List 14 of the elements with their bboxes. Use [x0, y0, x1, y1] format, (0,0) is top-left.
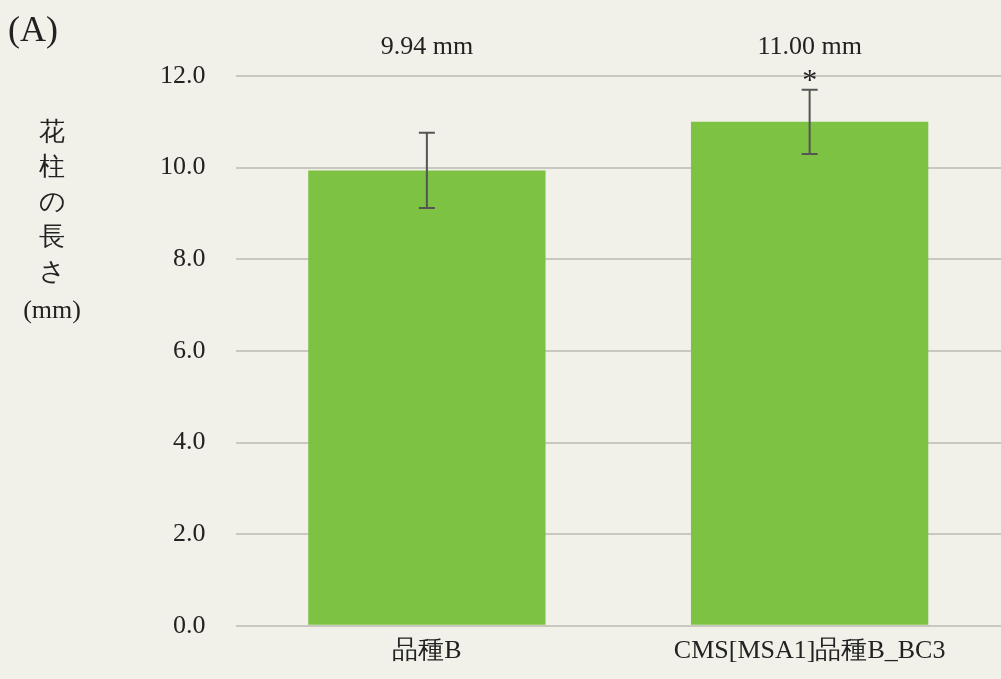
y-tick-label: 10.0: [160, 151, 206, 181]
text: 11.00 mm: [757, 30, 862, 60]
text: 9.94 mm: [380, 30, 474, 60]
y-tick-label: 8.0: [173, 243, 206, 273]
x-tick-label: CMS[MSA1]品種B_BC3: [673, 635, 946, 665]
annotation: *: [802, 61, 818, 95]
chart-title: (A): [8, 9, 58, 50]
y-tick-label: 6.0: [173, 334, 206, 364]
y-tick-label: 0.0: [173, 609, 206, 639]
y-tick-label: 4.0: [173, 426, 206, 456]
x-tick-label: 品種B: [392, 635, 462, 665]
y-tick-label: 12.0: [160, 59, 206, 89]
y-tick-label: 2.0: [173, 517, 206, 547]
y-axis-title: 花柱の長さ (mm): [23, 115, 81, 324]
